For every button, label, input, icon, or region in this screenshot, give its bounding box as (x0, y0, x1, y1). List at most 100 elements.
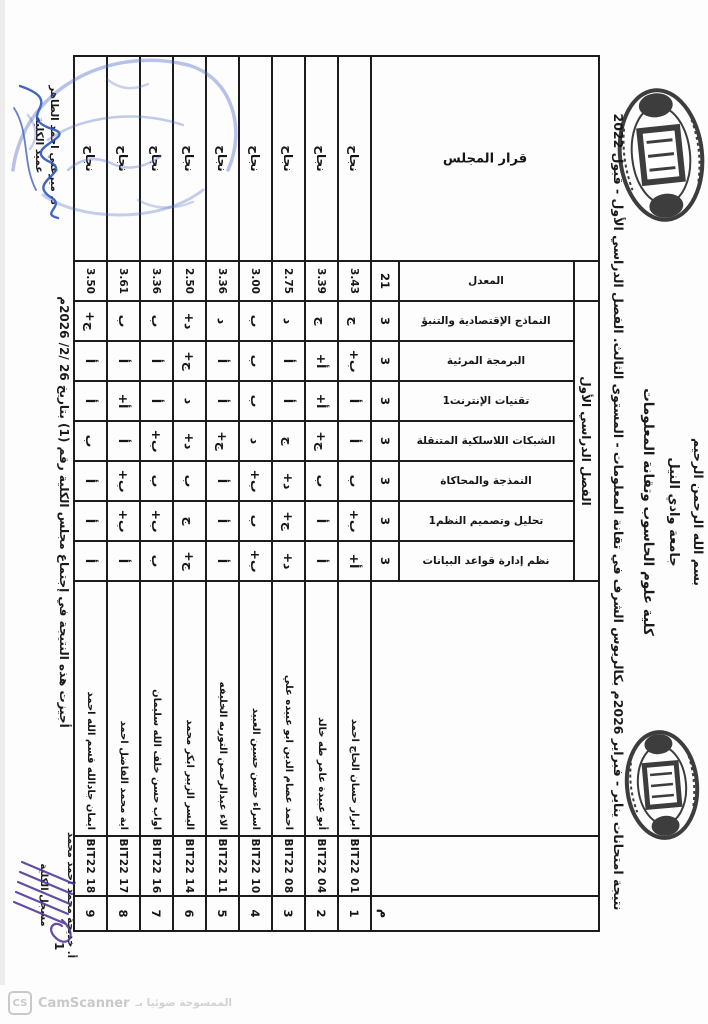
course-header: تقنيات الإنترنت1 (399, 381, 574, 422)
course-hours: 3 (371, 501, 399, 542)
grade-cell: أ (305, 541, 338, 582)
grade-cell: ب (239, 301, 272, 342)
student-no: 8 (107, 896, 140, 932)
grade-cell: د (206, 301, 239, 342)
grade-cell: أ (74, 501, 107, 542)
grade-cell: ب (305, 461, 338, 502)
grade-cell: أ (107, 541, 140, 582)
grade-cell: أ (107, 341, 140, 382)
course-hours: 3 (371, 461, 399, 502)
camscanner-arabic-label: الممسوحة ضوئيا بـ (135, 997, 233, 1009)
course-header: الشبكات اللاسلكية المتنقلة (399, 421, 574, 462)
student-name: اواب حسن خلف الله سليمان (140, 581, 173, 837)
grade-cell: ب (173, 461, 206, 502)
grade-cell: ب (140, 461, 173, 502)
university-stamp-icon (624, 730, 700, 840)
student-no: 6 (173, 896, 206, 932)
grade-cell: ج (338, 301, 371, 342)
student-no: 5 (206, 896, 239, 932)
camscanner-name: CamScanner (38, 995, 130, 1011)
grade-cell: أ (74, 341, 107, 382)
decision-cell: نجاح (338, 56, 371, 261)
student-id: BIT22 17 (107, 836, 140, 897)
gpa-cell: 2.50 (173, 261, 206, 301)
grade-cell: ب+ (239, 461, 272, 502)
gpa-cell: 2.75 (272, 261, 305, 301)
grade-cell: أ (74, 381, 107, 422)
camscanner-badge-icon: CS (8, 991, 32, 1015)
header-row-semester: م الفصل الدراسي الأول قرار المجلس (371, 56, 599, 932)
gpa-header: المعدل (399, 261, 574, 301)
decision-cell: نجاح (272, 56, 305, 261)
course-hours: 3 (371, 381, 399, 422)
grade-cell: أ (206, 461, 239, 502)
grade-cell: أ+ (338, 541, 371, 582)
grade-cell: ب (239, 381, 272, 422)
university-stamp-icon (617, 88, 705, 222)
gpa-cell: 3.36 (206, 261, 239, 301)
grade-cell: أ+ (305, 341, 338, 382)
student-name: الاء عبدالرحمن التوربه الخليفه (206, 581, 239, 837)
registrar-name: أ. خديجة محمد احمد محمد (65, 831, 76, 959)
grade-cell: د+ (173, 301, 206, 342)
grade-cell: أ (305, 501, 338, 542)
grade-cell: أ+ (107, 381, 140, 422)
decision-cell: نجاح (305, 56, 338, 261)
grade-cell: ج+ (173, 541, 206, 582)
grade-cell: ج+ (206, 421, 239, 462)
student-id: BIT22 14 (173, 836, 206, 897)
grade-cell: د (272, 301, 305, 342)
student-no: 3 (272, 896, 305, 932)
course-header: النمذجة والمحاكاة (399, 461, 574, 502)
grade-cell: ب (239, 341, 272, 382)
grade-cell: ج+ (305, 421, 338, 462)
grade-cell: ب (239, 501, 272, 542)
student-row: 2 BIT22 04 أبو عبيدة عامر طه خالد أ أ ب ج+ أ… (305, 56, 338, 932)
course-hours: 3 (371, 301, 399, 342)
student-id: BIT22 16 (140, 836, 173, 897)
student-id: BIT22 11 (206, 836, 239, 897)
student-id: BIT22 08 (272, 836, 305, 897)
grade-cell: ب+ (239, 541, 272, 582)
grade-cell: ب (107, 301, 140, 342)
grade-cell: أ (338, 381, 371, 422)
registrar-signature-block: أ. خديجة محمد احمد محمد مسجل الكلية (38, 820, 76, 970)
student-name: أبو عبيدة عامر طه خالد (305, 581, 338, 837)
course-hours: 3 (371, 421, 399, 462)
gpa-cell: 3.43 (338, 261, 371, 301)
grade-cell: ج (305, 301, 338, 342)
grade-cell: ب+ (107, 461, 140, 502)
gpa-header-spacer (574, 261, 599, 301)
student-row: 1 BIT22 01 ابرار حسان الحاج احمد أ+ ب+ ب أ أ… (338, 56, 371, 932)
grade-cell: ب (338, 461, 371, 502)
grade-cell: ب (140, 301, 173, 342)
semester-header: الفصل الدراسي الأول (574, 301, 599, 582)
gpa-cell: 3.39 (305, 261, 338, 301)
grade-cell: أ (272, 341, 305, 382)
grade-cell: أ (107, 421, 140, 462)
grade-cell: د+ (173, 421, 206, 462)
grade-cell: ب+ (107, 501, 140, 542)
student-no: 7 (140, 896, 173, 932)
grade-cell: ب+ (140, 421, 173, 462)
decision-header: قرار المجلس (371, 56, 599, 261)
student-name: اسراء حسن حسين العبيد (239, 581, 272, 837)
student-name: احمد عصام الدين ابو عبيده علي (272, 581, 305, 837)
grade-cell: أ (74, 541, 107, 582)
grade-cell: د+ (272, 461, 305, 502)
student-name: اية محمد الفاضل احمد (107, 581, 140, 837)
grade-cell: أ (206, 341, 239, 382)
grade-cell: ج (173, 501, 206, 542)
blue-ink-stamp (11, 58, 238, 217)
student-no: 1 (338, 896, 371, 932)
grade-cell: أ (272, 381, 305, 422)
student-id: BIT22 01 (338, 836, 371, 897)
grade-cell: ب+ (140, 501, 173, 542)
col-header-name (371, 581, 599, 837)
grade-cell: د (239, 421, 272, 462)
grade-cell: ج (272, 421, 305, 462)
student-id: BIT22 18 (74, 836, 107, 897)
grade-cell: أ (140, 341, 173, 382)
grade-cell: ب (74, 421, 107, 462)
